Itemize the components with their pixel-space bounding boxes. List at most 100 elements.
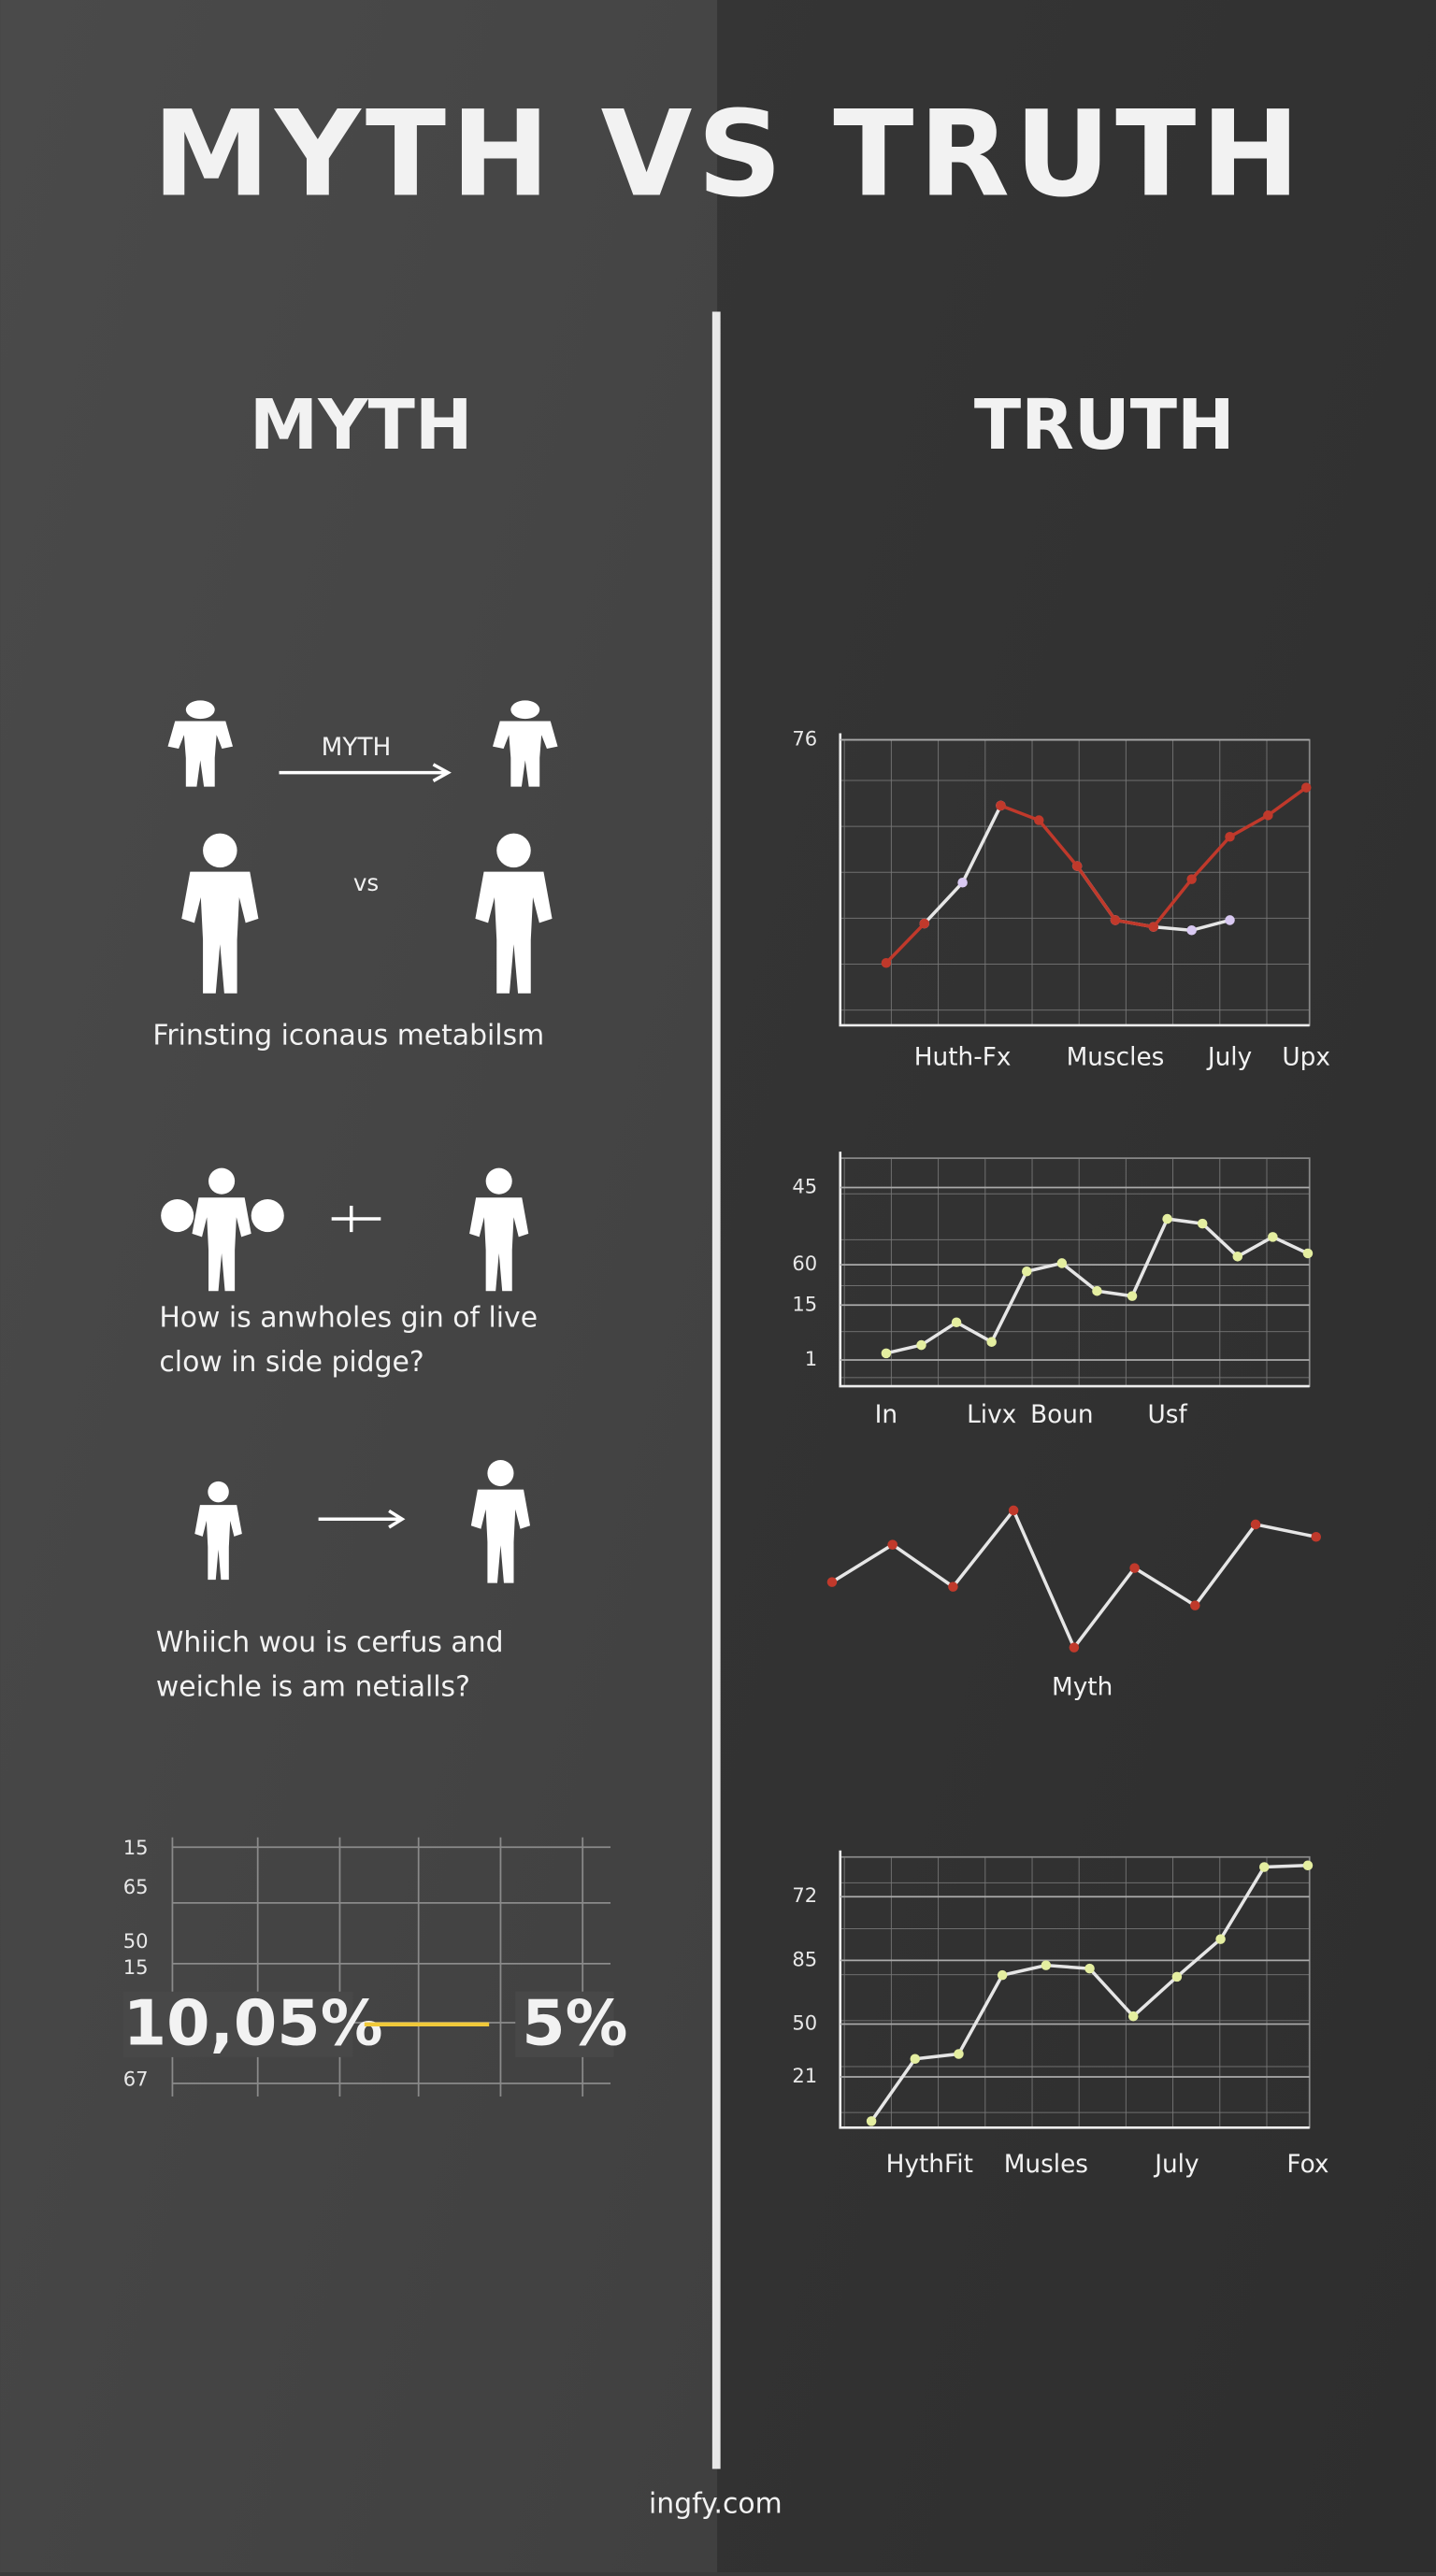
title: MYTH VS TRUTH: [152, 85, 1304, 222]
axis: [839, 1850, 1310, 2129]
point: [1056, 1258, 1068, 1268]
grid-label: 65: [123, 1875, 149, 1898]
caption: Frinsting iconaus metabilsm: [152, 1020, 544, 1052]
x-tick-label: Usf: [1147, 1401, 1187, 1429]
axis: [839, 733, 1310, 1027]
x-tick-label: In: [875, 1401, 898, 1429]
arrow-label: MYTH: [322, 734, 392, 762]
point: [1127, 2011, 1139, 2022]
point: [1084, 1963, 1095, 1974]
point: [1225, 831, 1235, 842]
x-tick-label: Boun: [1030, 1401, 1094, 1429]
x-tick-label: Fit: [944, 2151, 973, 2179]
label-bg: [122, 1991, 353, 2057]
point: [1232, 1252, 1243, 1262]
point: [1171, 1971, 1183, 1982]
footer: ingfy.com: [649, 2488, 783, 2521]
x-tick-label: Livx: [967, 1401, 1016, 1429]
y-tick-label: 60: [792, 1252, 817, 1275]
point: [1215, 1934, 1226, 1944]
point: [1197, 1218, 1208, 1229]
point: [1302, 1860, 1314, 1870]
x-tick-label: Hyth: [886, 2151, 944, 2179]
question-line: Whiich wou is cerfus and: [156, 1626, 504, 1659]
point: [1110, 915, 1121, 925]
point: [1162, 1213, 1172, 1224]
grid-label: 50: [123, 1929, 149, 1953]
grid-label: 15: [123, 1836, 149, 1859]
point: [954, 2049, 964, 2059]
point: [866, 2116, 877, 2126]
label-bg: [515, 1991, 614, 2057]
x-label: Myth: [1052, 1674, 1113, 1702]
to-value: 5%: [522, 1986, 627, 2059]
y-tick-label: 85: [792, 1947, 817, 1970]
point: [887, 1539, 898, 1550]
myth-panel: [0, 0, 718, 2572]
point: [996, 800, 1006, 811]
point: [1069, 1642, 1080, 1653]
point: [826, 1577, 838, 1587]
point: [1092, 1285, 1102, 1296]
from-value: 10,05%: [123, 1986, 383, 2059]
point: [1311, 1532, 1321, 1542]
point: [1186, 925, 1197, 936]
point: [1034, 815, 1044, 825]
question-line: How is anwholes gin of live: [159, 1302, 538, 1335]
x-tick-label: July: [1206, 1044, 1252, 1072]
point: [1268, 1232, 1278, 1242]
point: [957, 877, 968, 888]
y-tick-label: 72: [792, 1883, 817, 1907]
point: [1302, 1248, 1314, 1259]
question-line: clow in side pidge?: [159, 1346, 424, 1379]
point: [1259, 1862, 1270, 1872]
plot-grid: [839, 1855, 1311, 2129]
point: [1250, 1519, 1261, 1530]
x-tick-label: Fox: [1286, 2151, 1328, 2179]
grid-label: 15: [123, 1955, 149, 1979]
point: [1127, 1291, 1138, 1301]
point: [1148, 922, 1159, 932]
point: [951, 1317, 962, 1328]
divider: [711, 311, 721, 2469]
vs-label: vs: [353, 869, 379, 896]
point: [1263, 810, 1273, 821]
y-tick-label: 50: [792, 2011, 817, 2035]
point: [1190, 1600, 1200, 1610]
x-tick-label: July: [1153, 2151, 1199, 2179]
plot-grid: [839, 738, 1311, 1026]
point: [986, 1337, 997, 1347]
x-tick-label: Musles: [1004, 2151, 1088, 2179]
grid-label: 67: [123, 2067, 149, 2090]
point: [916, 1339, 926, 1351]
y-tick-label: 76: [792, 727, 817, 751]
x-tick-label: Muscles: [1067, 1044, 1165, 1072]
point: [919, 918, 930, 929]
y-tick-label: 1: [805, 1347, 817, 1370]
myth-heading: MYTH: [250, 386, 473, 465]
question-line: weichle is am netialls?: [156, 1670, 470, 1703]
point: [1225, 915, 1235, 925]
x-tick-label: Huth-Fx: [914, 1044, 1012, 1072]
point: [881, 957, 892, 968]
point: [997, 1969, 1008, 1981]
y-tick-label: 21: [792, 2064, 817, 2087]
point: [948, 1581, 958, 1592]
point: [1300, 782, 1312, 793]
point: [1021, 1266, 1032, 1277]
axis: [839, 1152, 1310, 1388]
truth-heading: TRUTH: [974, 386, 1235, 465]
icons: [161, 700, 558, 1583]
point: [1129, 1563, 1140, 1573]
point: [881, 1348, 892, 1359]
point: [1071, 861, 1083, 871]
y-tick-label: 45: [792, 1175, 817, 1198]
point: [1008, 1505, 1019, 1516]
point: [910, 2054, 921, 2065]
y-tick-label: 15: [792, 1292, 817, 1315]
point: [1041, 1960, 1052, 1970]
point: [1186, 874, 1197, 884]
x-tick-label: Upx: [1282, 1044, 1330, 1072]
